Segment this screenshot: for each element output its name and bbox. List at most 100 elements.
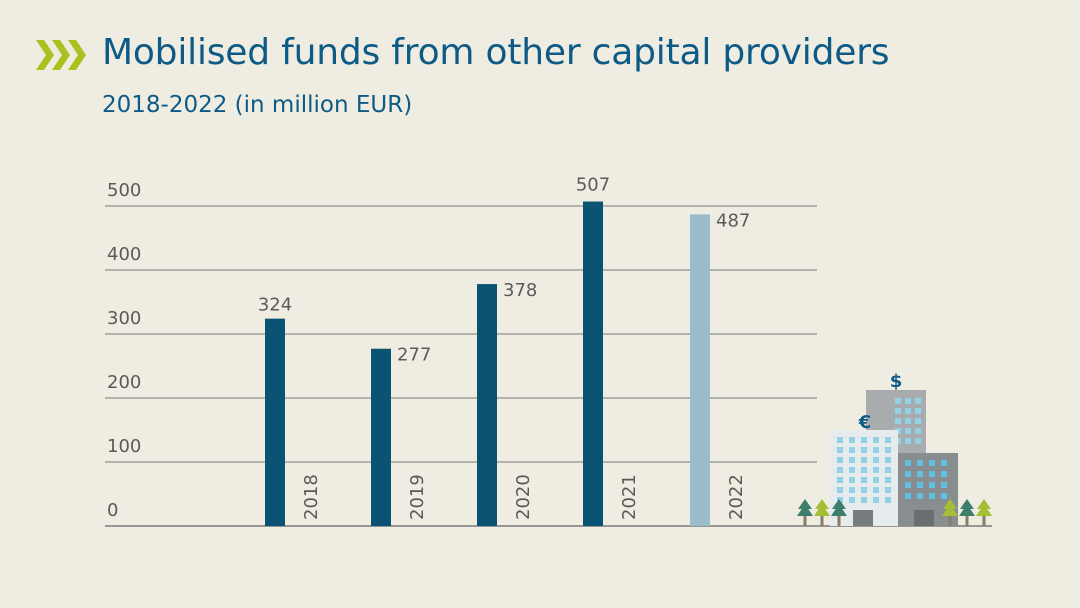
window	[873, 457, 879, 463]
chevrons-icon	[36, 40, 86, 70]
window	[905, 418, 911, 424]
window	[861, 447, 867, 453]
window	[885, 447, 891, 453]
y-tick-label: 400	[107, 244, 141, 265]
window	[885, 437, 891, 443]
window	[905, 493, 911, 499]
bars	[265, 201, 710, 526]
y-axis-ticks: 0 100 200 300 400 500	[107, 180, 141, 521]
window	[873, 477, 879, 483]
window	[915, 398, 921, 404]
window	[849, 437, 855, 443]
window	[905, 398, 911, 404]
window	[885, 457, 891, 463]
window	[941, 471, 947, 477]
x-tick-label: 2021	[619, 474, 640, 520]
x-tick-label: 2020	[513, 474, 534, 520]
window	[837, 497, 843, 503]
window	[861, 487, 867, 493]
window	[873, 437, 879, 443]
bar	[690, 214, 710, 526]
window	[941, 460, 947, 466]
window	[861, 477, 867, 483]
window	[885, 477, 891, 483]
window	[849, 477, 855, 483]
tree-icon	[797, 499, 813, 526]
window	[849, 447, 855, 453]
window	[849, 497, 855, 503]
window	[849, 457, 855, 463]
window	[895, 408, 901, 414]
window	[837, 437, 843, 443]
bar	[477, 284, 497, 526]
tree-icon	[942, 499, 958, 526]
window	[837, 487, 843, 493]
window	[837, 467, 843, 473]
window	[873, 497, 879, 503]
window	[917, 471, 923, 477]
window	[873, 487, 879, 493]
window	[861, 437, 867, 443]
window	[849, 467, 855, 473]
window	[905, 460, 911, 466]
window	[895, 398, 901, 404]
y-tick-label: 100	[107, 436, 141, 457]
window	[895, 418, 901, 424]
bar	[371, 348, 391, 526]
window	[837, 477, 843, 483]
window	[905, 428, 911, 434]
window	[915, 408, 921, 414]
window	[905, 482, 911, 488]
window	[929, 482, 935, 488]
chart-subtitle: 2018-2022 (in million EUR)	[102, 92, 413, 118]
window	[917, 460, 923, 466]
x-tick-label: 2022	[726, 474, 747, 520]
window	[837, 457, 843, 463]
data-label: 277	[397, 345, 431, 366]
tree-icon	[959, 499, 975, 526]
window	[873, 467, 879, 473]
x-tick-label: 2019	[407, 474, 428, 520]
window	[941, 482, 947, 488]
window	[861, 467, 867, 473]
window	[861, 497, 867, 503]
data-label: 378	[503, 280, 537, 301]
window	[941, 493, 947, 499]
y-tick-label: 200	[107, 372, 141, 393]
window	[905, 408, 911, 414]
window	[873, 447, 879, 453]
bar	[583, 201, 603, 526]
euro-icon: €	[858, 412, 872, 433]
window	[849, 487, 855, 493]
window	[915, 438, 921, 444]
chevron-icon	[52, 40, 70, 70]
window	[885, 497, 891, 503]
tree-icon	[814, 499, 830, 526]
x-axis-ticks: 2018 2019 2020 2021 2022	[301, 474, 747, 520]
data-label: 324	[258, 295, 292, 316]
dollar-icon: $	[890, 371, 903, 392]
window	[917, 493, 923, 499]
tree-icon	[976, 499, 992, 526]
window	[885, 467, 891, 473]
window	[929, 493, 935, 499]
window	[929, 460, 935, 466]
y-tick-label: 300	[107, 308, 141, 329]
data-label: 507	[576, 175, 610, 196]
window	[905, 471, 911, 477]
x-tick-label: 2018	[301, 474, 322, 520]
window	[915, 418, 921, 424]
window	[929, 471, 935, 477]
window	[885, 487, 891, 493]
data-label: 487	[716, 210, 750, 231]
window	[861, 457, 867, 463]
chevron-icon	[36, 40, 54, 70]
window	[837, 447, 843, 453]
y-tick-label: 500	[107, 180, 141, 201]
tree-icon	[831, 499, 847, 526]
chart-title: Mobilised funds from other capital provi…	[102, 32, 890, 73]
window	[917, 482, 923, 488]
window	[905, 438, 911, 444]
